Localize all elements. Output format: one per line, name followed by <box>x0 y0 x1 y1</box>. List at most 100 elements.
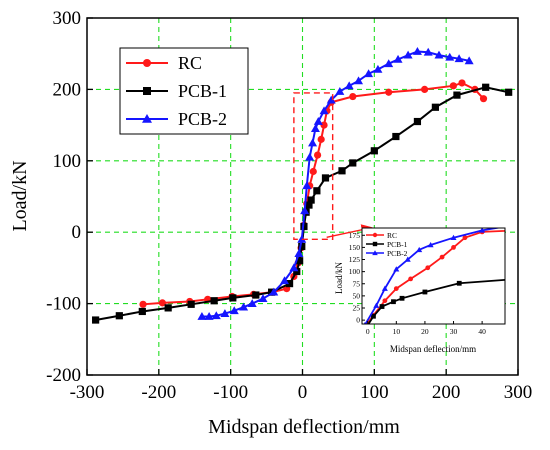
inset-data-point-pcb-2 <box>416 246 423 253</box>
y-tick-label: 300 <box>53 8 82 29</box>
data-point-pcb-1 <box>229 294 237 302</box>
data-point-pcb-2 <box>297 234 307 243</box>
data-point-pcb-1 <box>349 159 357 167</box>
data-point-rc <box>158 299 167 307</box>
data-point-pcb-2 <box>319 106 329 115</box>
inset-legend-label-rc: RC <box>387 231 397 240</box>
inset-y-tick-label: 175 <box>349 231 361 240</box>
inset-y-axis-label: Load/kN <box>334 262 344 294</box>
inset-y-tick-label: 125 <box>349 255 361 264</box>
data-point-pcb-1 <box>307 196 315 204</box>
inset-legend-marker-pcb-1 <box>372 241 378 247</box>
inset-legend-label-pcb-1: PCB-1 <box>387 240 408 249</box>
legend-marker-pcb-2 <box>142 114 152 123</box>
data-point-pcb-1 <box>296 257 304 265</box>
inset-axis-ticks: 0 10 20 30 40 0 25 50 75 100 125 150 175 <box>349 231 486 336</box>
data-point-pcb-2 <box>229 306 239 315</box>
inset-data-point-pcb-1 <box>379 304 385 309</box>
data-point-pcb-1 <box>431 103 439 111</box>
y-tick-label: -100 <box>46 294 81 315</box>
x-tick-label: -100 <box>213 382 248 403</box>
data-point-pcb-1 <box>305 201 313 209</box>
data-point-rc <box>320 121 328 129</box>
inset-x-tick-label: 0 <box>366 327 370 336</box>
inset-data-point-pcb-2 <box>404 256 411 262</box>
data-point-pcb-1 <box>482 83 490 91</box>
data-point-pcb-2 <box>310 124 320 133</box>
inset-y-tick-label: 100 <box>349 267 361 276</box>
y-tick-label: 200 <box>53 79 82 100</box>
zoom-region-box <box>293 92 334 241</box>
data-point-pcb-2 <box>302 181 312 190</box>
inset-data-point-pcb-2 <box>363 321 367 324</box>
data-point-pcb-2 <box>354 76 364 85</box>
data-point-rc <box>309 167 317 176</box>
inset-data-point-pcb-2 <box>479 228 486 233</box>
data-point-pcb-2 <box>269 287 279 296</box>
inset-y-tick-label: 0 <box>356 316 360 325</box>
inset-y-tick-label: 25 <box>353 304 361 313</box>
inset-legend-marker-rc <box>372 232 378 238</box>
data-point-pcb-1 <box>370 147 378 155</box>
data-point-pcb-2 <box>412 47 422 55</box>
inset-series-line-pcb-1 <box>367 278 505 324</box>
inset-data-point-rc <box>408 276 414 282</box>
x-tick-label: 200 <box>432 382 461 403</box>
data-point-pcb-2 <box>373 64 383 73</box>
x-tick-label: 0 <box>298 382 308 403</box>
series-line-pcb-1 <box>95 86 509 322</box>
inset-data-point-pcb-2 <box>381 285 388 291</box>
series-layer <box>92 47 513 324</box>
inset-data-point-pcb-1 <box>456 280 462 286</box>
data-point-pcb-2 <box>308 138 318 147</box>
legend-label-pcb-2: PCB-2 <box>178 109 227 129</box>
data-point-pcb-2 <box>364 69 374 78</box>
data-point-pcb-1 <box>92 316 100 324</box>
data-point-pcb-1 <box>115 312 123 320</box>
data-point-pcb-2 <box>280 276 290 285</box>
data-point-pcb-2 <box>247 299 257 307</box>
data-point-pcb-2 <box>423 47 433 56</box>
legend-label-pcb-1: PCB-1 <box>178 81 227 101</box>
data-point-pcb-1 <box>138 307 146 316</box>
data-point-pcb-1 <box>453 91 461 99</box>
legend-label-rc: RC <box>178 53 202 73</box>
data-point-rc <box>349 92 357 101</box>
data-point-pcb-2 <box>384 59 394 68</box>
data-point-pcb-2 <box>434 50 444 59</box>
inset-data-point-rc <box>382 298 388 304</box>
data-point-pcb-2 <box>211 311 221 320</box>
inset-legend-label-pcb-2: PCB-2 <box>387 249 408 258</box>
data-point-rc <box>458 79 466 87</box>
data-point-pcb-2 <box>197 311 207 320</box>
legend-marker-rc <box>143 59 151 67</box>
data-point-pcb-1 <box>321 174 330 182</box>
data-point-pcb-1 <box>338 167 346 175</box>
inset-data-point-pcb-2 <box>450 234 457 240</box>
data-point-pcb-2 <box>305 152 315 161</box>
x-tick-label: -200 <box>141 382 176 403</box>
y-tick-label: -200 <box>46 365 81 386</box>
x-axis-label: Midspan deflection/mm <box>208 416 400 438</box>
data-point-pcb-2 <box>445 52 455 61</box>
inset-x-tick-label: 30 <box>450 327 458 336</box>
inset-legend-marker-pcb-2 <box>372 250 378 256</box>
data-point-pcb-2 <box>300 206 310 215</box>
data-point-pcb-1 <box>285 280 294 288</box>
data-point-rc <box>421 85 429 93</box>
inset-data-point-pcb-1 <box>422 289 428 295</box>
inset-data-point-pcb-1 <box>399 295 405 301</box>
data-point-pcb-1 <box>164 304 172 312</box>
data-point-pcb-2 <box>239 302 249 311</box>
data-point-rc <box>139 300 147 308</box>
inset-x-tick-label: 10 <box>393 327 401 336</box>
inset-chart: 0 10 20 30 40 0 25 50 75 100 125 150 175 RCPCB-1PCB-… <box>334 227 506 354</box>
data-point-rc <box>449 82 457 90</box>
inset-data-point-pcb-2 <box>427 241 434 248</box>
inset-frame <box>361 227 506 325</box>
y-axis-label: Load/kN <box>9 160 31 231</box>
data-point-pcb-2 <box>220 309 230 317</box>
inset-y-tick-label: 150 <box>349 243 361 252</box>
inset-data-point-pcb-1 <box>371 313 376 319</box>
